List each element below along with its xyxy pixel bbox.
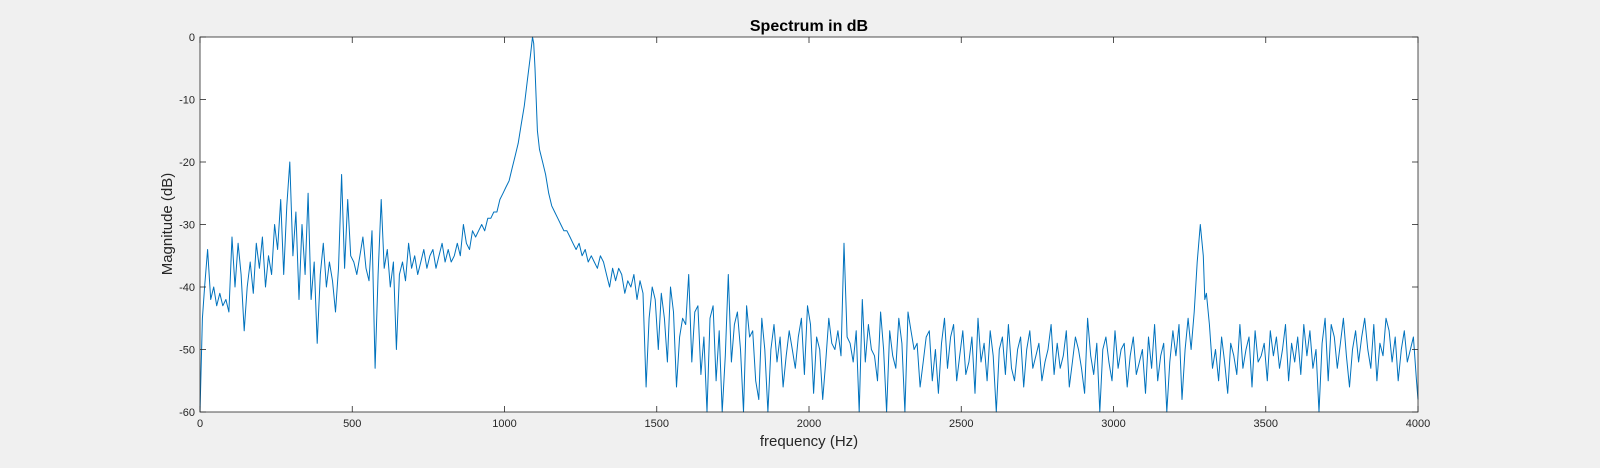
x-tick-label: 0: [197, 418, 203, 430]
y-tick-label: -50: [179, 345, 195, 357]
y-axis: 0 -10 -20 -30 -40 -50 -60: [179, 32, 1418, 419]
x-tick-label: 2500: [949, 418, 973, 430]
x-axis: 0 500 1000 1500 2000 2500 3000 3500 4000: [197, 37, 1430, 430]
y-tick-label: 0: [189, 32, 195, 44]
x-tick-label: 3000: [1101, 418, 1125, 430]
y-tick-label: -40: [179, 282, 195, 294]
x-tick-label: 4000: [1406, 418, 1430, 430]
x-tick-label: 1500: [645, 418, 669, 430]
y-tick-label: -20: [179, 157, 195, 169]
chart-title: Spectrum in dB: [750, 18, 868, 35]
x-tick-label: 500: [343, 418, 361, 430]
x-tick-label: 1000: [492, 418, 516, 430]
x-tick-label: 3500: [1254, 418, 1278, 430]
y-tick-label: -30: [179, 220, 195, 232]
spectrum-series-line: [199, 36, 1419, 413]
y-axis-label: Magnitude (dB): [159, 173, 176, 276]
x-tick-label: 2000: [797, 418, 821, 430]
x-axis-label: frequency (Hz): [760, 433, 858, 450]
y-tick-label: -10: [179, 95, 195, 107]
y-tick-label: -60: [179, 407, 195, 419]
